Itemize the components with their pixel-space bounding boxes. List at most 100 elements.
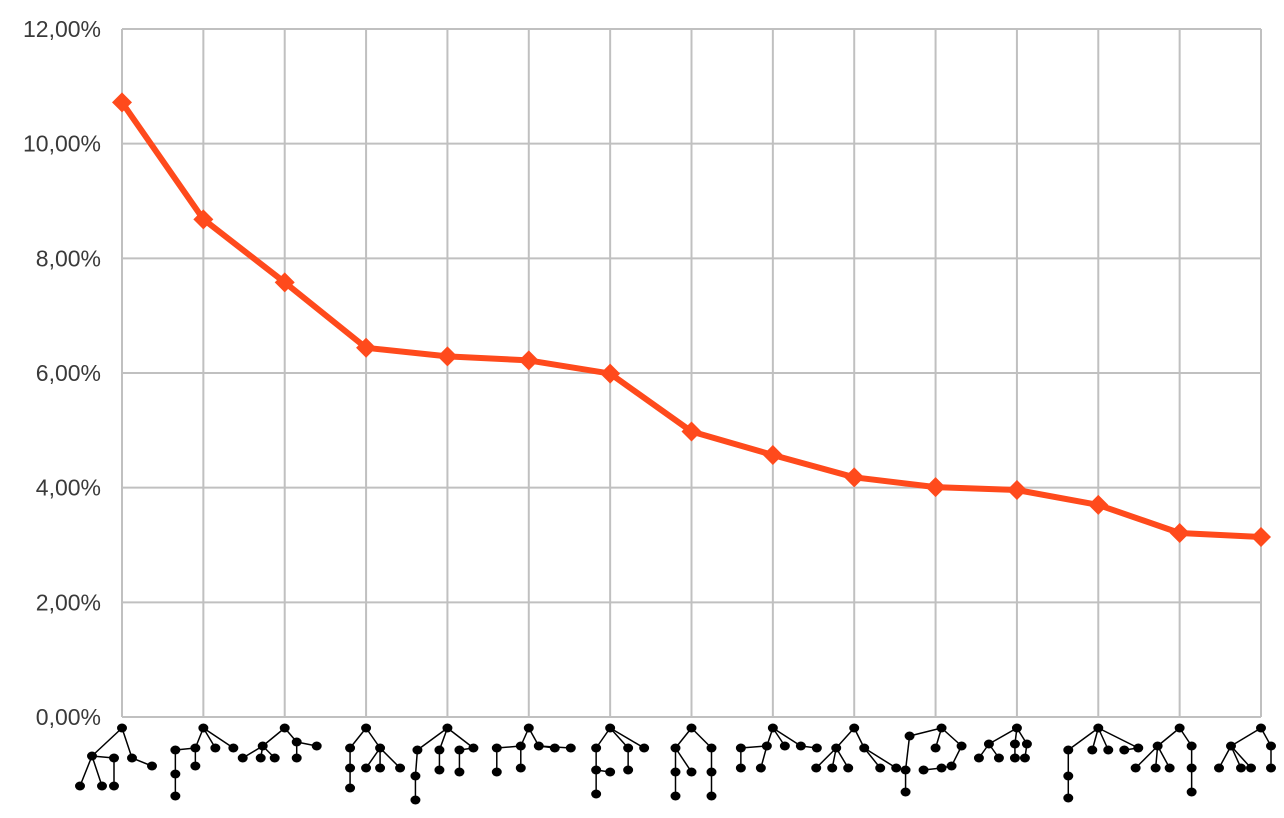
data-point <box>1251 526 1271 547</box>
tree-icon <box>900 723 967 797</box>
y-tick-label: 12,00% <box>23 16 101 42</box>
tree-node <box>170 769 181 779</box>
tree-node <box>930 743 941 753</box>
tree-node <box>849 723 860 733</box>
tree-node <box>1087 745 1098 755</box>
tree-node <box>918 765 929 775</box>
tree-edge <box>91 755 103 787</box>
tree-node <box>515 741 526 751</box>
tree-node <box>973 753 984 763</box>
tree-node <box>900 765 911 775</box>
tree-node <box>345 743 356 753</box>
tree-node <box>670 791 681 801</box>
tree-node <box>605 723 616 733</box>
tree-node <box>1133 743 1144 753</box>
tree-node <box>533 741 544 751</box>
data-point <box>193 209 214 230</box>
x-axis-tree-icons <box>75 723 1276 805</box>
tree-edge <box>121 727 133 759</box>
tree-node <box>170 791 181 801</box>
tree-node <box>523 723 534 733</box>
tree-node <box>412 745 423 755</box>
tree-node <box>97 781 107 791</box>
y-tick-label: 8,00% <box>36 245 101 271</box>
tree-node <box>170 745 181 755</box>
tree-node <box>811 743 822 753</box>
tree-node <box>795 741 806 751</box>
tree-node <box>410 771 421 781</box>
tree-node <box>190 761 201 771</box>
tree-node <box>811 763 822 773</box>
tree-node <box>491 743 502 753</box>
grid <box>121 28 1262 718</box>
tree-node <box>291 737 302 747</box>
tree-node <box>311 741 322 751</box>
tree-node <box>735 763 746 773</box>
tree-node <box>257 741 268 751</box>
tree-icon <box>1214 723 1276 773</box>
tree-node <box>190 743 201 753</box>
y-tick-label: 2,00% <box>36 589 101 615</box>
tree-edge <box>909 727 942 737</box>
tree-icon <box>735 723 822 773</box>
tree-node <box>434 765 445 775</box>
tree-node <box>127 753 137 763</box>
tree-node <box>706 743 717 753</box>
tree-node <box>827 763 838 773</box>
tree-node <box>1152 741 1163 751</box>
y-tick-label: 4,00% <box>36 475 101 501</box>
tree-node <box>1019 753 1030 763</box>
tree-node <box>591 789 602 799</box>
tree-edge <box>202 727 234 749</box>
tree-edge <box>609 727 645 749</box>
tree-node <box>983 739 994 749</box>
tree-icon <box>75 723 157 791</box>
tree-node <box>993 753 1004 763</box>
tree-node <box>605 767 616 777</box>
tree-node <box>1009 739 1020 749</box>
tree-node <box>345 763 356 773</box>
tree-node <box>375 743 386 753</box>
tree-node <box>1186 787 1197 797</box>
tree-node <box>345 783 356 793</box>
tree-node <box>831 743 842 753</box>
tree-node <box>591 765 602 775</box>
tree-icon <box>170 723 239 801</box>
tree-node <box>87 751 97 761</box>
tree-icon <box>973 723 1032 763</box>
tree-edge <box>79 755 93 787</box>
tree-icon <box>670 723 717 801</box>
tree-edge <box>1097 727 1139 749</box>
data-point <box>762 444 783 465</box>
tree-node <box>109 753 119 763</box>
tree-edge <box>416 727 448 751</box>
tree-edge <box>674 747 693 773</box>
tree-node <box>1214 763 1224 773</box>
tree-edge <box>988 727 1018 745</box>
tree-icon <box>591 723 650 799</box>
data-point <box>437 346 458 367</box>
data-point <box>1088 494 1109 515</box>
series <box>112 92 1271 547</box>
tree-node <box>1256 723 1266 733</box>
tree-node <box>623 765 634 775</box>
tree-node <box>237 753 248 763</box>
tree-node <box>255 753 266 763</box>
tree-edge <box>772 727 802 747</box>
tree-node <box>410 795 421 805</box>
tree-node <box>198 723 209 733</box>
data-point <box>1006 479 1027 500</box>
tree-node <box>1093 723 1104 733</box>
tree-edge <box>863 747 897 769</box>
data-point <box>925 477 946 498</box>
tree-icon <box>237 723 322 763</box>
tree-edge <box>446 727 474 749</box>
tree-node <box>936 763 947 773</box>
data-point <box>681 421 702 442</box>
tree-node <box>269 753 280 763</box>
tree-node <box>1021 739 1032 749</box>
tree-node <box>891 763 902 773</box>
tree-node <box>936 723 947 733</box>
tree-edge <box>1230 727 1262 747</box>
